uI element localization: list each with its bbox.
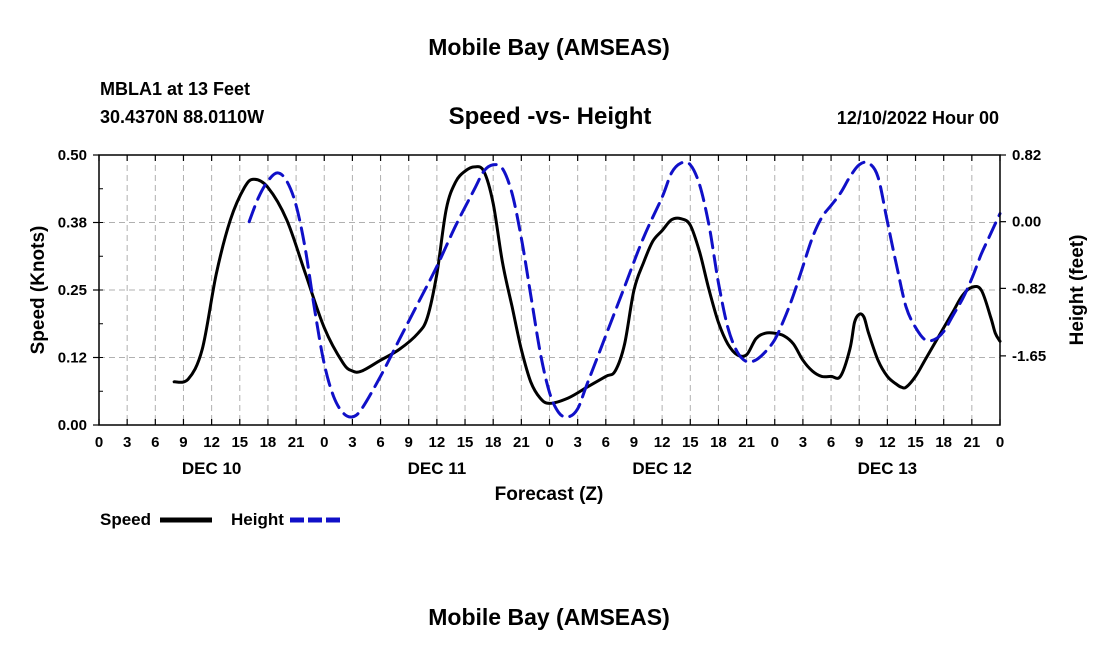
- x-tick-label: 0: [771, 434, 779, 451]
- x-tick-label: 6: [827, 434, 835, 451]
- x-tick-label: 21: [513, 434, 530, 451]
- x-tick-label: 18: [260, 434, 277, 451]
- x-tick-label: 18: [935, 434, 952, 451]
- gridlines: [99, 155, 1000, 425]
- timestamp-label: 12/10/2022 Hour 00: [837, 108, 999, 128]
- y-tick-label: 0.25: [58, 282, 87, 299]
- x-tick-label: 18: [485, 434, 502, 451]
- y2-axis-label: Height (feet): [1067, 235, 1088, 346]
- x-tick-label: 12: [879, 434, 896, 451]
- y-tick-label: 0.00: [58, 417, 87, 434]
- x-tick-label: 6: [376, 434, 384, 451]
- day-label: DEC 13: [858, 459, 918, 478]
- y2-tick-label: 0.00: [1012, 214, 1041, 231]
- y2-tick-label: -0.82: [1012, 280, 1046, 297]
- main-title: Mobile Bay (AMSEAS): [428, 34, 670, 60]
- series-lines: [172, 160, 1002, 419]
- x-tick-label: 3: [799, 434, 807, 451]
- x-tick-label: 0: [320, 434, 328, 451]
- x-tick-label: 6: [602, 434, 610, 451]
- day-label: DEC 10: [182, 459, 242, 478]
- x-tick-label: 21: [738, 434, 755, 451]
- x-tick-label: 9: [405, 434, 413, 451]
- y2-tick-label: -1.65: [1012, 348, 1046, 365]
- bottom-title: Mobile Bay (AMSEAS): [428, 604, 670, 630]
- x-tick-label: 21: [288, 434, 305, 451]
- x-tick-label: 15: [457, 434, 474, 451]
- x-tick-label: 0: [996, 434, 1004, 451]
- x-tick-label: 18: [710, 434, 727, 451]
- axis-ticks: 0 3 6 9 12 15 18 21 0 3 6 9 12 15 18 21 0 3 6 9 12 15 18 21 0 3 6 9…: [58, 147, 1046, 478]
- x-tick-label: 3: [348, 434, 356, 451]
- x-axis-label: Forecast (Z): [495, 484, 604, 505]
- x-tick-label: 0: [545, 434, 553, 451]
- x-tick-label: 12: [654, 434, 671, 451]
- y2-tick-label: 0.82: [1012, 147, 1041, 164]
- y-tick-label: 0.12: [58, 350, 87, 367]
- coordinates-label: 30.4370N 88.0110W: [100, 107, 264, 127]
- x-tick-label: 12: [203, 434, 220, 451]
- x-tick-label: 6: [151, 434, 159, 451]
- chart-title: Speed -vs- Height: [449, 103, 652, 130]
- x-tick-label: 9: [179, 434, 187, 451]
- x-tick-label: 0: [95, 434, 103, 451]
- series-line-speed: [172, 165, 1002, 405]
- x-tick-label: 9: [855, 434, 863, 451]
- legend-label-speed: Speed: [100, 510, 151, 529]
- y-axis-label: Speed (Knots): [28, 226, 49, 355]
- day-label: DEC 11: [408, 459, 467, 478]
- x-tick-label: 15: [907, 434, 924, 451]
- station-label: MBLA1 at 13 Feet: [100, 79, 250, 99]
- x-tick-label: 3: [123, 434, 131, 451]
- x-tick-label: 15: [682, 434, 699, 451]
- day-label: DEC 12: [632, 459, 692, 478]
- series-line-height: [247, 160, 1002, 419]
- x-tick-label: 9: [630, 434, 638, 451]
- y-tick-label: 0.50: [58, 147, 87, 164]
- x-tick-label: 3: [573, 434, 581, 451]
- legend: Speed Height: [100, 510, 343, 529]
- legend-label-height: Height: [231, 510, 284, 529]
- y-tick-label: 0.38: [58, 215, 87, 232]
- x-tick-label: 21: [964, 434, 981, 451]
- x-tick-label: 15: [231, 434, 248, 451]
- x-tick-label: 12: [429, 434, 446, 451]
